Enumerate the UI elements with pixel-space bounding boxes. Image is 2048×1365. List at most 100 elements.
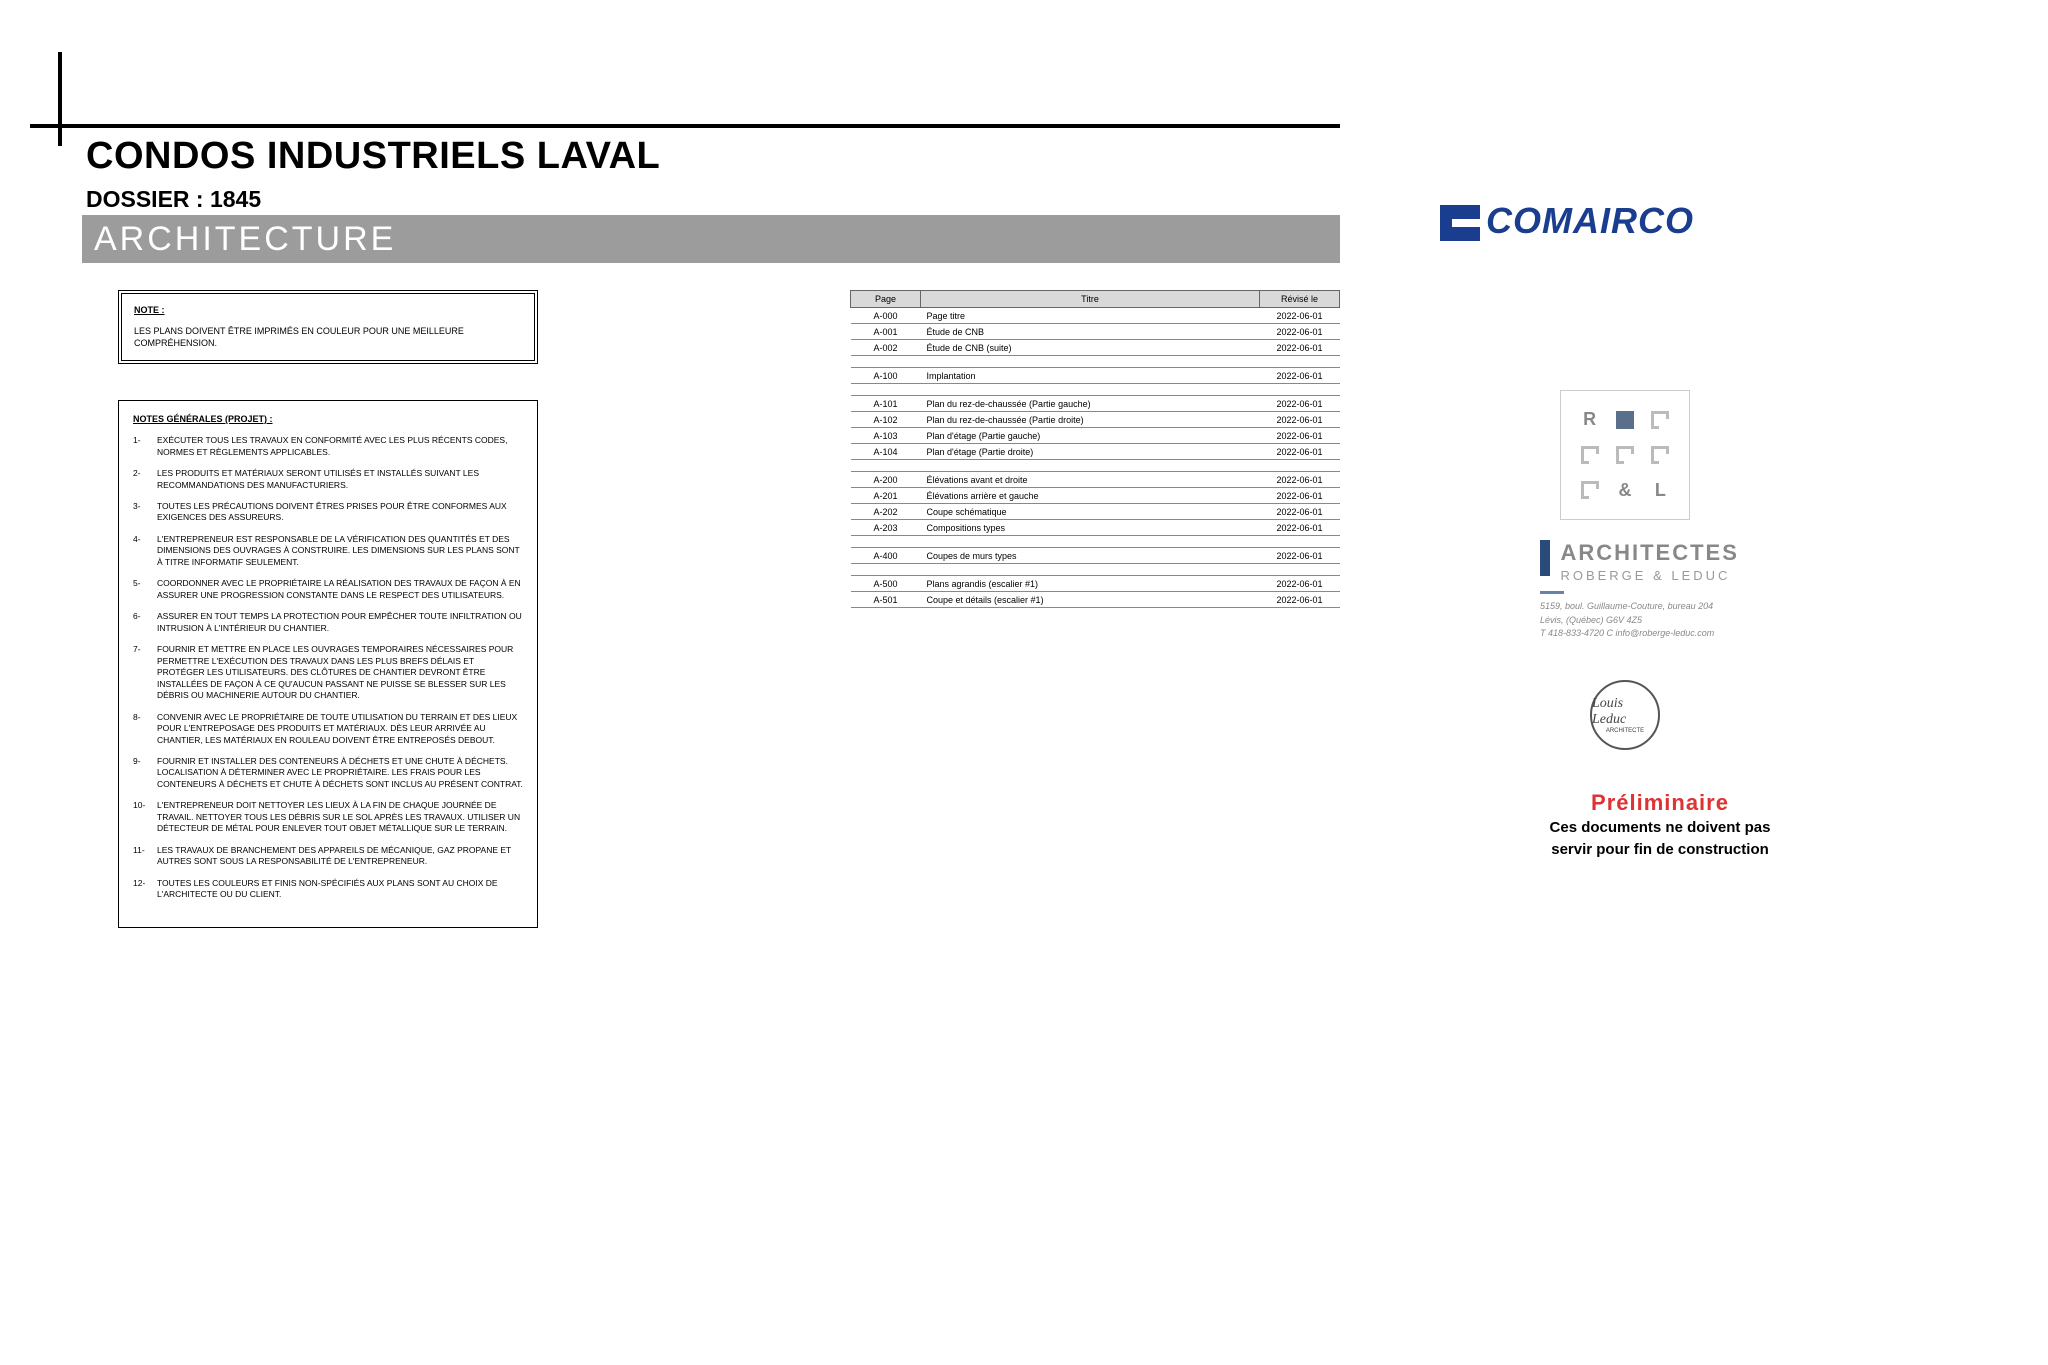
cell-revised: 2022-06-01	[1260, 412, 1340, 428]
cell-page: A-000	[851, 308, 921, 324]
general-note-item: 5-COORDONNER AVEC LE PROPRIÉTAIRE LA RÉA…	[133, 578, 523, 601]
cell-title: Coupe et détails (escalier #1)	[921, 592, 1260, 608]
cell-revised: 2022-06-01	[1260, 428, 1340, 444]
general-note-text: COORDONNER AVEC LE PROPRIÉTAIRE LA RÉALI…	[157, 578, 523, 601]
architect-stamp-icon: Louis Leduc ARCHITECTE	[1590, 680, 1660, 750]
table-row: A-101Plan du rez-de-chaussée (Partie gau…	[851, 396, 1340, 412]
stamp-line: ARCHITECTE	[1606, 728, 1644, 734]
general-note-item: 7-FOURNIR ET METTRE EN PLACE LES OUVRAGE…	[133, 644, 523, 701]
cell-revised: 2022-06-01	[1260, 576, 1340, 592]
table-row: A-001Étude de CNB2022-06-01	[851, 324, 1340, 340]
general-note-text: TOUTES LES PRÉCAUTIONS DOIVENT ÊTRES PRI…	[157, 501, 523, 524]
table-row: A-104Plan d'étage (Partie droite)2022-06…	[851, 444, 1340, 460]
cell-page: A-500	[851, 576, 921, 592]
general-note-text: FOURNIR ET INSTALLER DES CONTENEURS À DÉ…	[157, 756, 523, 790]
general-note-text: LES TRAVAUX DE BRANCHEMENT DES APPAREILS…	[157, 845, 523, 868]
cell-title: Plan du rez-de-chaussée (Partie gauche)	[921, 396, 1260, 412]
col-revised: Révisé le	[1260, 291, 1340, 308]
cover-sheet: CONDOS INDUSTRIELS LAVAL DOSSIER : 1845 …	[0, 0, 2048, 1365]
project-title: CONDOS INDUSTRIELS LAVAL	[86, 135, 660, 178]
general-note-number: 11-	[133, 845, 157, 868]
table-gap-row	[851, 536, 1340, 548]
general-note-text: FOURNIR ET METTRE EN PLACE LES OUVRAGES …	[157, 644, 523, 701]
table-row: A-103Plan d'étage (Partie gauche)2022-06…	[851, 428, 1340, 444]
client-logo-text: COMAIRCO	[1486, 200, 1694, 241]
preliminary-word: Préliminaire	[1470, 790, 1850, 816]
table-header-row: Page Titre Révisé le	[851, 291, 1340, 308]
table-row: A-500Plans agrandis (escalier #1)2022-06…	[851, 576, 1340, 592]
architect-address: 5159, boul. Guillaume-Couture, bureau 20…	[1540, 600, 1870, 641]
cell-title: Plan d'étage (Partie gauche)	[921, 428, 1260, 444]
general-note-number: 2-	[133, 468, 157, 491]
col-title: Titre	[921, 291, 1260, 308]
architect-block: ARCHITECTES ROBERGE & LEDUC 5159, boul. …	[1540, 540, 1870, 641]
cell-page: A-102	[851, 412, 921, 428]
general-note-number: 10-	[133, 800, 157, 834]
table-row: A-202Coupe schématique2022-06-01	[851, 504, 1340, 520]
cell-page: A-501	[851, 592, 921, 608]
table-row: A-100Implantation2022-06-01	[851, 368, 1340, 384]
cell-page: A-201	[851, 488, 921, 504]
cell-page: A-001	[851, 324, 921, 340]
cell-page: A-100	[851, 368, 921, 384]
table-row: A-002Étude de CNB (suite)2022-06-01	[851, 340, 1340, 356]
cell-revised: 2022-06-01	[1260, 444, 1340, 460]
decor-line-horizontal	[30, 124, 1340, 128]
cell-title: Étude de CNB (suite)	[921, 340, 1260, 356]
general-note-item: 3-TOUTES LES PRÉCAUTIONS DOIVENT ÊTRES P…	[133, 501, 523, 524]
general-note-number: 8-	[133, 712, 157, 746]
cell-revised: 2022-06-01	[1260, 324, 1340, 340]
general-note-item: 6-ASSURER EN TOUT TEMPS LA PROTECTION PO…	[133, 611, 523, 634]
general-note-number: 12-	[133, 878, 157, 901]
general-note-text: LES PRODUITS ET MATÉRIAUX SERONT UTILISÉ…	[157, 468, 523, 491]
cell-revised: 2022-06-01	[1260, 308, 1340, 324]
decor-line-vertical	[58, 52, 62, 146]
architect-logo-icon: R &L	[1560, 390, 1690, 520]
table-row: A-102Plan du rez-de-chaussée (Partie dro…	[851, 412, 1340, 428]
general-note-number: 1-	[133, 435, 157, 458]
cell-title: Plan du rez-de-chaussée (Partie droite)	[921, 412, 1260, 428]
general-note-text: EXÉCUTER TOUS LES TRAVAUX EN CONFORMITÉ …	[157, 435, 523, 458]
cell-revised: 2022-06-01	[1260, 520, 1340, 536]
table-gap-row	[851, 564, 1340, 576]
cell-revised: 2022-06-01	[1260, 504, 1340, 520]
note-box: NOTE : LES PLANS DOIVENT ÊTRE IMPRIMÉS E…	[118, 290, 538, 364]
discipline-text: ARCHITECTURE	[94, 220, 396, 259]
cell-title: Implantation	[921, 368, 1260, 384]
preliminary-notice: Préliminaire Ces documents ne doivent pa…	[1470, 790, 1850, 859]
general-note-number: 6-	[133, 611, 157, 634]
table-gap-row	[851, 460, 1340, 472]
architect-accent-bar	[1540, 540, 1550, 576]
cell-title: Élévations avant et droite	[921, 472, 1260, 488]
col-page: Page	[851, 291, 921, 308]
note-body: LES PLANS DOIVENT ÊTRE IMPRIMÉS EN COULE…	[134, 325, 522, 350]
table-row: A-200Élévations avant et droite2022-06-0…	[851, 472, 1340, 488]
cell-title: Étude de CNB	[921, 324, 1260, 340]
cell-page: A-203	[851, 520, 921, 536]
table-row: A-400Coupes de murs types2022-06-01	[851, 548, 1340, 564]
general-note-number: 7-	[133, 644, 157, 701]
general-note-text: ASSURER EN TOUT TEMPS LA PROTECTION POUR…	[157, 611, 523, 634]
note-heading: NOTE :	[134, 304, 522, 317]
general-note-number: 3-	[133, 501, 157, 524]
cell-revised: 2022-06-01	[1260, 396, 1340, 412]
comairco-c-icon	[1440, 205, 1480, 241]
general-notes-box: NOTES GÉNÉRALES (PROJET) : 1-EXÉCUTER TO…	[118, 400, 538, 928]
cell-revised: 2022-06-01	[1260, 368, 1340, 384]
table-row: A-000Page titre2022-06-01	[851, 308, 1340, 324]
cell-revised: 2022-06-01	[1260, 488, 1340, 504]
cell-revised: 2022-06-01	[1260, 592, 1340, 608]
discipline-banner: ARCHITECTURE	[82, 215, 1340, 263]
general-note-item: 12-TOUTES LES COULEURS ET FINIS NON-SPÉC…	[133, 878, 523, 901]
general-note-number: 5-	[133, 578, 157, 601]
cell-page: A-101	[851, 396, 921, 412]
general-note-number: 9-	[133, 756, 157, 790]
cell-page: A-104	[851, 444, 921, 460]
cell-revised: 2022-06-01	[1260, 472, 1340, 488]
general-note-item: 9-FOURNIR ET INSTALLER DES CONTENEURS À …	[133, 756, 523, 790]
general-note-number: 4-	[133, 534, 157, 568]
table-gap-row	[851, 384, 1340, 396]
cell-title: Élévations arrière et gauche	[921, 488, 1260, 504]
cell-title: Coupes de murs types	[921, 548, 1260, 564]
cell-page: A-400	[851, 548, 921, 564]
